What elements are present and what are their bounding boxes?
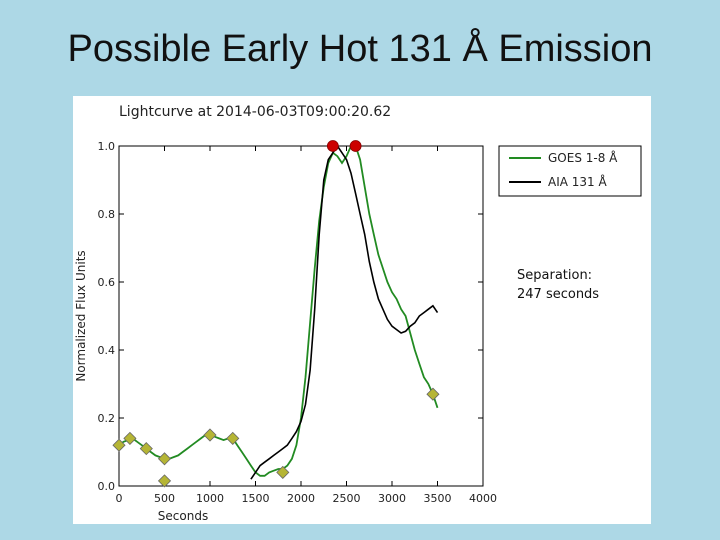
minmax-marker <box>157 474 172 488</box>
lightcurve-chart: Lightcurve at 2014-06-03T09:00:20.62 0 50… <box>74 104 642 523</box>
separation-label: Separation: <box>517 268 593 283</box>
figure-panel: Lightcurve at 2014-06-03T09:00:20.62 0 50… <box>73 96 651 524</box>
separation-note: Separation: 247 seconds <box>517 266 599 304</box>
plot-frame <box>118 145 484 487</box>
x-tick-label: 1000 <box>196 492 224 505</box>
axis-ticks: 0 500 1000 1500 2000 2500 3000 3500 4000 0.0 0.2 0.… <box>98 140 498 505</box>
y-tick-label: 0.0 <box>98 480 116 493</box>
legend: GOES 1-8 Å AIA 131 Å <box>498 145 642 197</box>
x-tick-label: 3500 <box>424 492 452 505</box>
x-tick-label: 2000 <box>287 492 315 505</box>
peak-marker <box>349 140 362 152</box>
legend-label-aia: AIA 131 Å <box>548 174 607 189</box>
minmax-marker <box>426 387 440 401</box>
series-line-goes <box>119 145 439 477</box>
peak-marker <box>326 140 339 152</box>
series-lines <box>119 144 439 480</box>
series-line-aia <box>250 144 439 480</box>
x-axis-label: Seconds <box>158 509 208 523</box>
slide-title: Possible Early Hot 131 Å Emission <box>67 28 653 70</box>
x-tick-label: 3000 <box>378 492 406 505</box>
chart-title: Lightcurve at 2014-06-03T09:00:20.62 <box>119 104 391 120</box>
minmax-marker <box>226 431 240 445</box>
legend-box <box>498 145 642 197</box>
legend-label-goes: GOES 1-8 Å <box>548 150 618 165</box>
minmax-marker <box>112 438 126 452</box>
x-tick-label: 0 <box>116 492 123 505</box>
x-tick-label: 1500 <box>242 492 270 505</box>
separation-value: 247 seconds <box>517 287 600 302</box>
y-tick-label: 0.8 <box>98 208 116 221</box>
y-tick-label: 0.6 <box>98 276 116 289</box>
y-axis-label: Normalized Flux Units <box>74 250 88 381</box>
minmax-marker <box>276 465 290 479</box>
minmax-marker <box>157 452 172 466</box>
y-tick-label: 0.2 <box>98 412 116 425</box>
x-tick-label: 4000 <box>469 492 497 505</box>
minmax-marker <box>139 442 153 456</box>
data-markers <box>112 140 440 488</box>
minmax-marker <box>203 428 217 442</box>
x-tick-label: 2500 <box>333 492 361 505</box>
minmax-marker <box>123 431 137 445</box>
x-tick-label: 500 <box>154 492 175 505</box>
y-tick-label: 0.4 <box>98 344 116 357</box>
y-tick-label: 1.0 <box>98 140 116 153</box>
